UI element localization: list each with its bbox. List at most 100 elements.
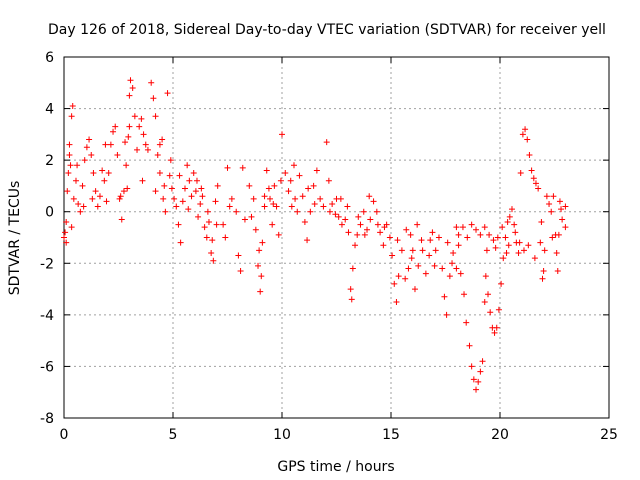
data-point xyxy=(203,234,210,241)
data-point xyxy=(269,221,276,228)
y-tick-label: 0 xyxy=(45,205,54,221)
data-point xyxy=(502,234,509,241)
data-point xyxy=(287,177,294,184)
data-point xyxy=(479,358,486,365)
data-point xyxy=(112,123,119,130)
data-point xyxy=(114,151,121,158)
data-point xyxy=(305,185,312,192)
data-point xyxy=(508,206,515,213)
data-point xyxy=(193,177,200,184)
data-point xyxy=(122,139,129,146)
data-point xyxy=(490,237,497,244)
data-point xyxy=(61,234,67,241)
data-point xyxy=(307,208,314,215)
data-point xyxy=(562,224,569,231)
data-point xyxy=(81,157,88,164)
data-point xyxy=(512,229,519,236)
data-point xyxy=(139,177,146,184)
data-point xyxy=(126,123,133,130)
data-point xyxy=(468,221,475,228)
data-point xyxy=(367,216,374,223)
data-point xyxy=(482,273,489,280)
data-point xyxy=(461,291,468,298)
data-point xyxy=(171,195,178,202)
data-point xyxy=(325,177,332,184)
data-point xyxy=(144,146,151,153)
data-point xyxy=(103,198,110,205)
data-point xyxy=(338,221,345,228)
data-point xyxy=(344,203,351,210)
data-point xyxy=(311,200,318,207)
data-point xyxy=(184,162,191,169)
data-point xyxy=(246,182,253,189)
data-point xyxy=(435,234,442,241)
data-point xyxy=(301,219,308,226)
data-point xyxy=(195,213,202,220)
data-point xyxy=(477,368,484,375)
data-point xyxy=(505,242,512,249)
data-point xyxy=(83,144,90,151)
data-point xyxy=(543,193,550,200)
data-point xyxy=(150,95,157,102)
data-point xyxy=(239,164,246,171)
data-point xyxy=(161,182,168,189)
data-point xyxy=(267,195,274,202)
data-point xyxy=(126,92,133,99)
data-point xyxy=(405,265,412,272)
data-point xyxy=(89,195,96,202)
data-point xyxy=(562,203,569,210)
data-point xyxy=(441,293,448,300)
data-point xyxy=(213,221,220,228)
data-point xyxy=(457,270,464,277)
data-point xyxy=(63,239,70,246)
y-tick-label: -8 xyxy=(40,411,54,427)
data-point xyxy=(256,247,263,254)
data-point xyxy=(77,208,84,215)
data-point xyxy=(192,188,199,195)
data-point xyxy=(72,177,79,184)
data-point xyxy=(299,193,306,200)
data-point xyxy=(503,249,510,256)
data-point xyxy=(248,213,255,220)
data-point xyxy=(473,386,480,393)
data-point xyxy=(235,252,242,259)
data-point xyxy=(241,216,248,223)
data-point xyxy=(499,224,506,231)
data-point xyxy=(179,198,186,205)
data-point xyxy=(201,224,208,231)
data-point xyxy=(504,219,511,226)
data-point xyxy=(538,219,545,226)
data-point xyxy=(80,203,87,210)
data-point xyxy=(288,203,295,210)
data-point xyxy=(261,203,268,210)
data-point xyxy=(555,231,562,238)
data-points xyxy=(61,77,569,393)
data-point xyxy=(275,231,282,238)
data-point xyxy=(342,216,349,223)
data-point xyxy=(102,141,109,148)
data-point xyxy=(210,257,217,264)
data-point xyxy=(326,208,333,215)
data-point xyxy=(148,79,155,86)
axis-ticks: 0 5 10 15 20 25 -8 -6 -4 -2 0 2 4 6 xyxy=(40,50,618,443)
data-point xyxy=(261,193,268,200)
data-point xyxy=(79,182,86,189)
data-point xyxy=(332,211,339,218)
data-point xyxy=(559,216,566,223)
data-point xyxy=(524,136,531,143)
data-point xyxy=(475,378,482,385)
x-axis-label: GPS time / hours xyxy=(277,459,394,475)
y-tick-label: 4 xyxy=(45,102,54,118)
data-point xyxy=(411,286,418,293)
data-point xyxy=(481,298,488,305)
data-point xyxy=(485,291,492,298)
data-point xyxy=(439,265,446,272)
data-point xyxy=(395,273,402,280)
data-point xyxy=(292,195,299,202)
data-point xyxy=(273,203,280,210)
data-point xyxy=(255,262,262,269)
data-point xyxy=(373,208,380,215)
data-point xyxy=(473,226,480,233)
data-point xyxy=(466,342,473,349)
